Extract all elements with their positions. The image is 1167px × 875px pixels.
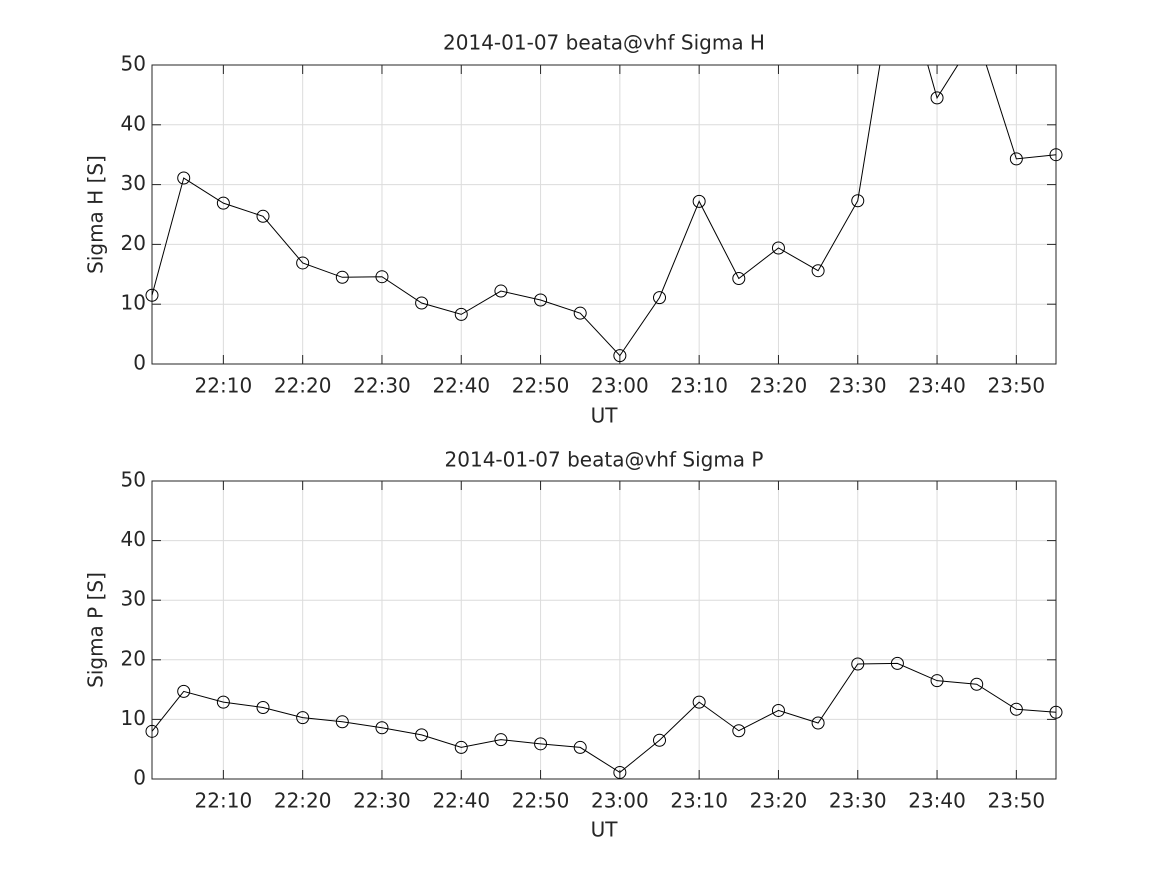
x-tick-label: 22:40 <box>432 789 490 813</box>
data-point <box>970 677 984 691</box>
plot-data <box>145 656 1063 779</box>
x-tick-label: 22:30 <box>353 374 411 398</box>
x-tick-label: 23:10 <box>670 374 728 398</box>
data-point <box>216 695 230 709</box>
x-axis-label: UT <box>591 818 619 842</box>
x-tick-label: 23:20 <box>750 789 808 813</box>
data-point <box>1049 148 1063 162</box>
x-tick-label: 23:20 <box>750 374 808 398</box>
data-point <box>692 695 706 709</box>
data-point <box>771 241 785 255</box>
data-point <box>930 91 944 105</box>
x-tick-label: 22:10 <box>195 789 253 813</box>
data-point <box>256 700 270 714</box>
data-point <box>573 306 587 320</box>
axes: 0 10 20 30 40 50 22:10 22:20 22:30 22:40 22:50 23:0… <box>84 31 1063 428</box>
axes-box <box>151 480 1057 780</box>
data-point <box>851 657 865 671</box>
data-point <box>494 733 508 747</box>
data-point <box>732 724 746 738</box>
x-axis-label: UT <box>591 404 619 428</box>
x-tick-label: 22:50 <box>512 374 570 398</box>
data-point <box>653 291 667 305</box>
x-tick-label: 23:30 <box>829 789 887 813</box>
x-tick-label: 23:00 <box>591 374 649 398</box>
data-point <box>296 711 310 725</box>
data-point <box>335 270 349 284</box>
x-tick-label: 23:40 <box>908 374 966 398</box>
plot-data <box>145 65 1063 363</box>
data-point <box>177 171 191 185</box>
y-tick-label: 10 <box>121 291 146 315</box>
data-point <box>771 703 785 717</box>
data-point <box>890 656 904 670</box>
x-tick-label: 23:40 <box>908 789 966 813</box>
x-tick-label: 22:50 <box>512 789 570 813</box>
data-point <box>851 194 865 208</box>
data-point <box>1009 152 1023 166</box>
x-tick-label: 23:50 <box>988 789 1046 813</box>
data-point <box>216 196 230 210</box>
y-tick-label: 30 <box>121 587 146 611</box>
data-point <box>335 715 349 729</box>
data-point <box>732 271 746 285</box>
y-axis-label: Sigma H [S] <box>84 155 108 274</box>
data-point <box>454 307 468 321</box>
data-point <box>177 684 191 698</box>
y-tick-label: 0 <box>133 766 146 790</box>
x-tick-label: 22:10 <box>195 374 253 398</box>
data-point <box>296 256 310 270</box>
data-point <box>494 284 508 298</box>
chart-title: 2014-01-07 beata@vhf Sigma P <box>445 448 764 472</box>
y-tick-label: 30 <box>121 171 146 195</box>
data-point <box>256 209 270 223</box>
data-point <box>375 270 389 284</box>
data-point <box>534 737 548 751</box>
data-point <box>653 733 667 747</box>
x-tick-label: 23:30 <box>829 374 887 398</box>
x-tick-label: 23:10 <box>670 789 728 813</box>
data-point <box>1009 702 1023 716</box>
data-point <box>930 674 944 688</box>
y-tick-label: 20 <box>121 646 146 670</box>
axes-box <box>151 64 1057 365</box>
data-point <box>573 740 587 754</box>
data-line <box>151 662 1057 774</box>
data-point <box>375 721 389 735</box>
data-line <box>151 65 1057 357</box>
chart-title: 2014-01-07 beata@vhf Sigma H <box>443 31 765 55</box>
y-tick-label: 50 <box>121 52 146 76</box>
data-point <box>534 293 548 307</box>
data-point <box>454 740 468 754</box>
data-point <box>1049 705 1063 719</box>
x-tick-label: 23:50 <box>988 374 1046 398</box>
x-tick-label: 22:30 <box>353 789 411 813</box>
x-tick-label: 22:20 <box>274 789 332 813</box>
data-point <box>811 264 825 278</box>
x-tick-label: 22:40 <box>432 374 490 398</box>
data-point <box>415 296 429 310</box>
data-point <box>692 194 706 208</box>
axes: 0 10 20 30 40 50 22:10 22:20 22:30 22:40 22:50 23:0… <box>84 448 1063 842</box>
y-tick-label: 10 <box>121 706 146 730</box>
y-tick-label: 20 <box>121 231 146 255</box>
x-tick-label: 23:00 <box>591 789 649 813</box>
y-tick-label: 0 <box>133 351 146 375</box>
x-tick-label: 22:20 <box>274 374 332 398</box>
data-point <box>415 728 429 742</box>
y-tick-label: 50 <box>121 468 146 492</box>
y-tick-label: 40 <box>121 527 146 551</box>
data-point <box>811 716 825 730</box>
data-point <box>145 288 159 302</box>
data-point <box>613 349 627 363</box>
data-point <box>145 724 159 738</box>
y-axis-label: Sigma P [S] <box>84 572 108 688</box>
data-point <box>613 765 627 779</box>
y-tick-label: 40 <box>121 111 146 135</box>
